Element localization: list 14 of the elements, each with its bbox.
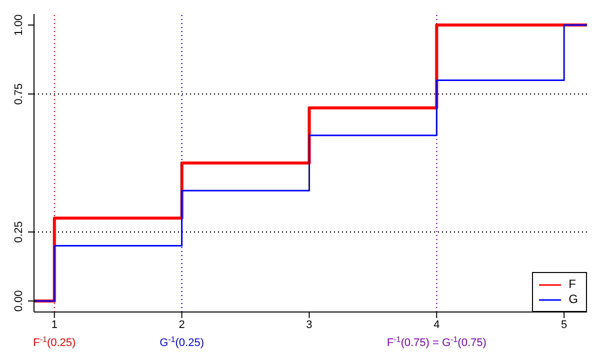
ref-line-label: G$^{-1}$(0.25) [160,334,204,349]
x-tick-label: 5 [561,318,568,331]
ref-line-label: F$^{-1}$(0.75) = G$^{-1}$(0.75) [386,334,486,349]
ref-line-label: F$^{-1}$(0.25) [33,334,76,349]
x-tick-label: 2 [178,318,185,331]
x-tick-label: 1 [51,318,58,331]
legend-label: F [568,277,576,292]
y-tick-label: 0.25 [13,221,25,243]
x-tick-label: 3 [306,318,312,331]
legend-label: G [568,292,578,307]
y-tick-label: 1.00 [13,14,25,36]
y-tick-label: 0.75 [13,83,25,105]
x-tick-label: 4 [434,318,440,331]
y-tick-label: 0.00 [13,290,25,312]
